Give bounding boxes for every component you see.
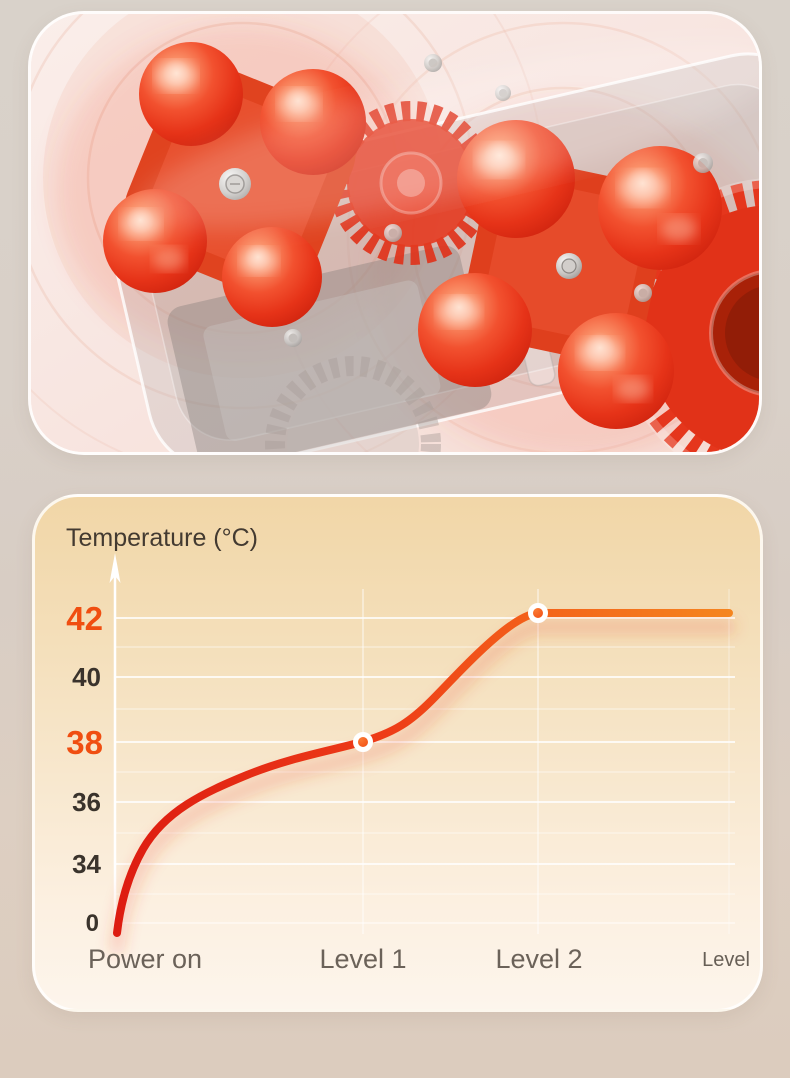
temperature-line-chart: Temperature (°C) <box>66 524 750 974</box>
massage-ball <box>598 146 722 270</box>
y-tick-40: 40 <box>72 662 101 692</box>
temperature-chart-card: Temperature (°C) <box>32 494 763 1012</box>
massage-ball <box>418 273 532 387</box>
x-tick-power-on: Power on <box>88 944 202 974</box>
y-tick-38: 38 <box>66 724 103 761</box>
curve-shadow <box>109 619 737 955</box>
y-tick-labels: 42 40 38 36 34 0 <box>66 600 103 937</box>
product-photo-card <box>28 11 762 455</box>
x-tick-level-1: Level 1 <box>319 944 406 974</box>
y-tick-0: 0 <box>86 910 99 937</box>
marker-level2-42c <box>528 603 548 623</box>
chart-title: Temperature (°C) <box>66 524 258 552</box>
temperature-curve <box>113 609 733 937</box>
marker-level1-38c <box>353 732 373 752</box>
y-axis <box>109 553 121 933</box>
y-tick-42: 42 <box>66 600 103 637</box>
x-tick-labels: Power on Level 1 Level 2 Level <box>88 944 750 974</box>
glass-highlight <box>139 39 759 229</box>
gray-gear <box>265 356 441 452</box>
massage-ball <box>222 227 322 327</box>
massage-ball <box>139 42 243 146</box>
axis-arrow-icon <box>109 553 121 583</box>
gridlines <box>115 589 735 934</box>
y-tick-36: 36 <box>72 787 101 817</box>
massage-ball <box>558 313 674 429</box>
y-tick-34: 34 <box>72 849 101 879</box>
x-axis-label: Level <box>702 949 750 971</box>
x-tick-level-2: Level 2 <box>495 944 582 974</box>
hub-screw <box>556 253 582 279</box>
massage-device-illustration <box>31 14 759 452</box>
